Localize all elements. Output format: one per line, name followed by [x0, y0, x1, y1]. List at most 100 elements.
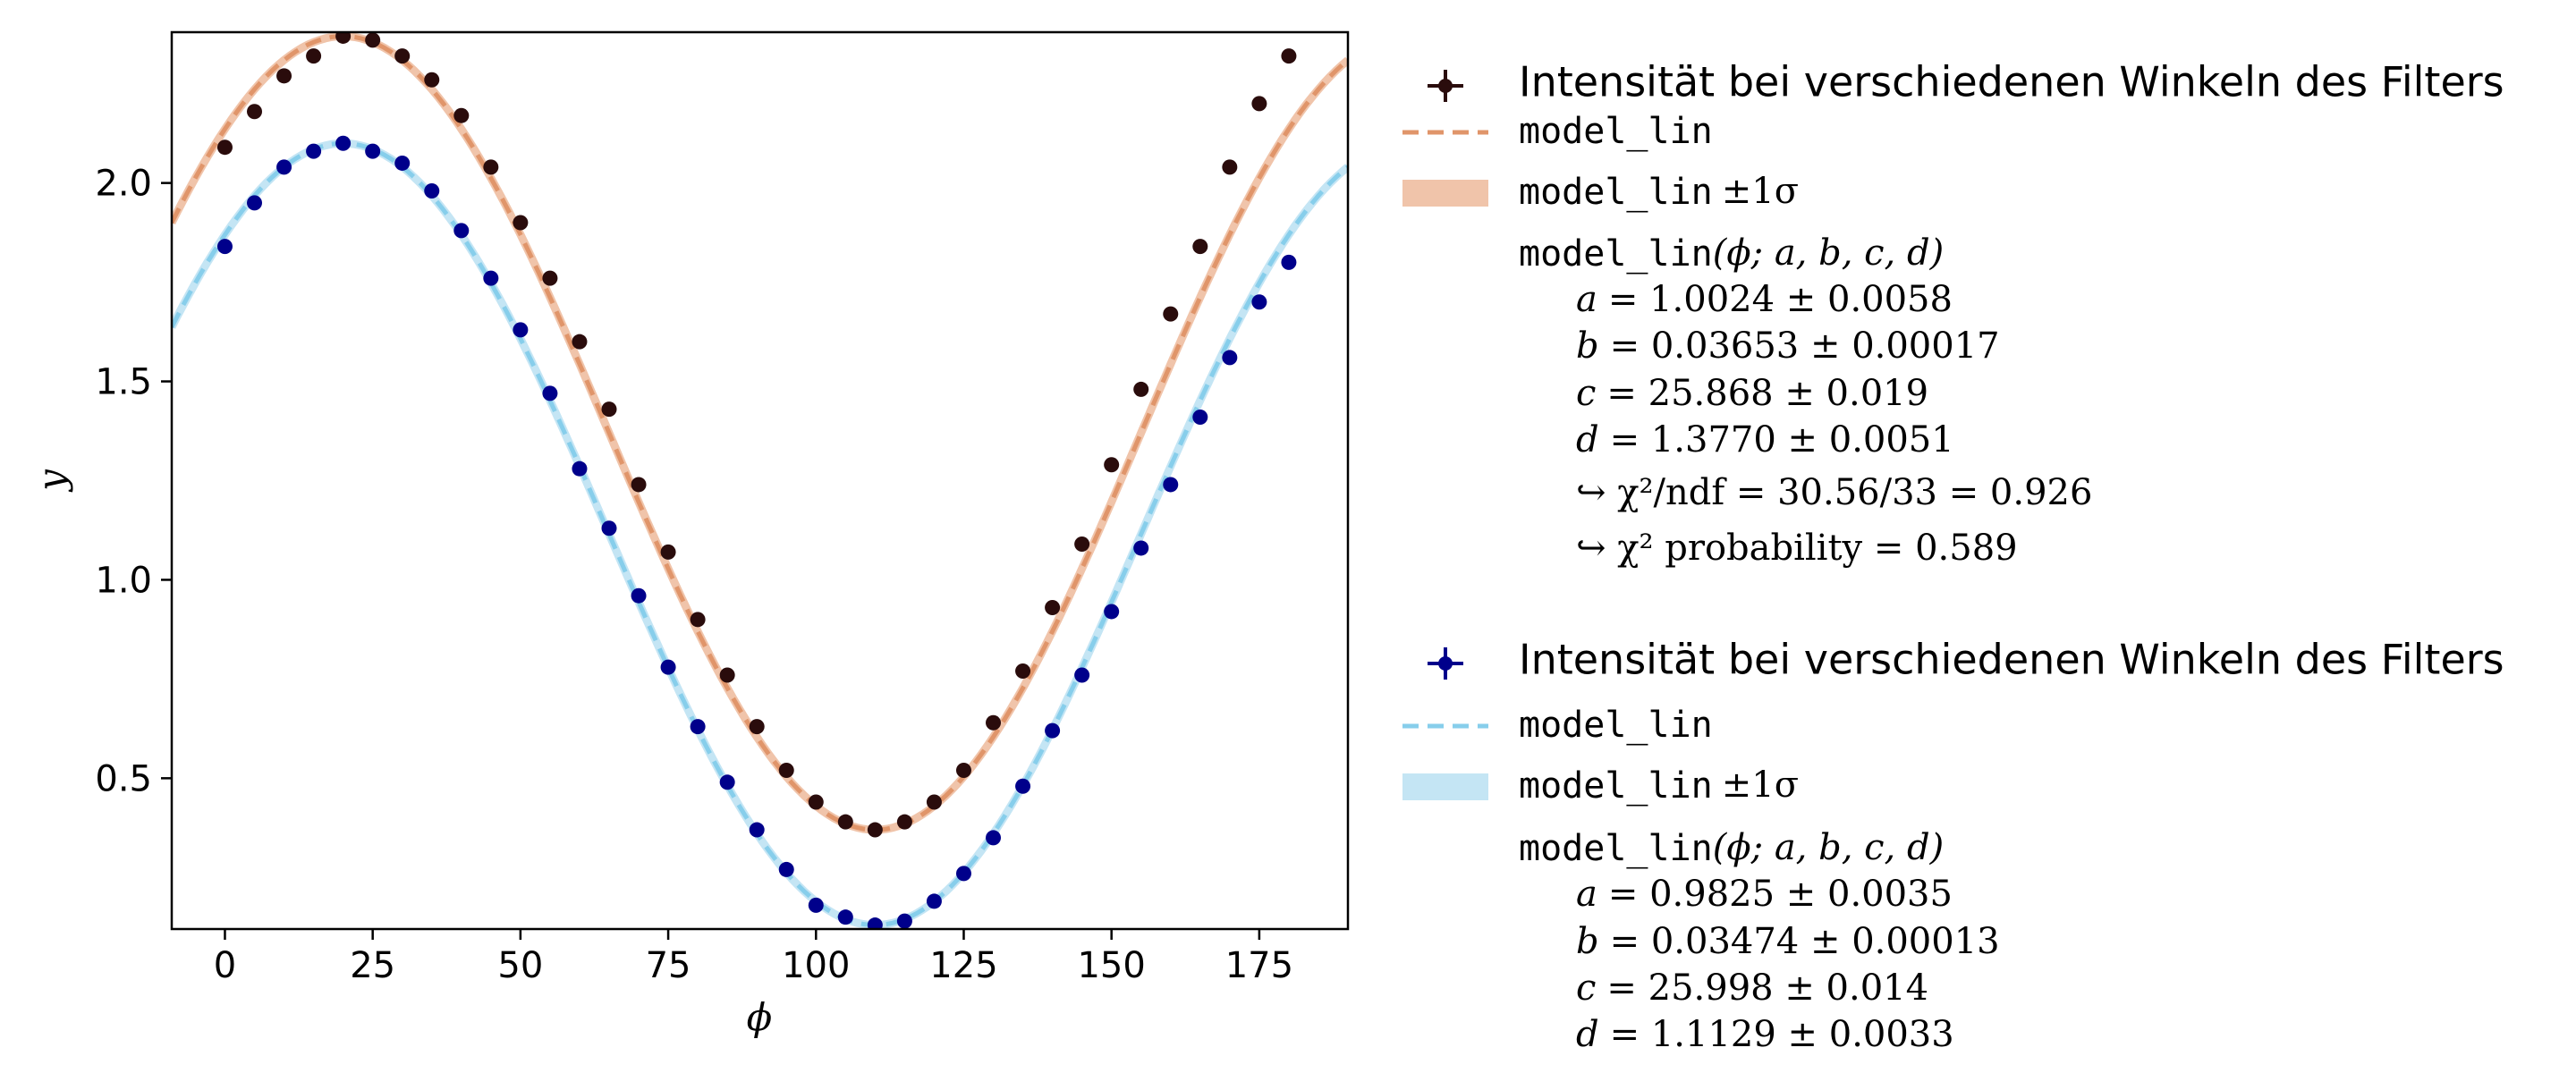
data-point-series-2 — [1015, 778, 1031, 794]
data-point-series-2 — [986, 830, 1002, 846]
legend-band-icon — [1402, 180, 1488, 207]
data-point-series-1 — [867, 822, 883, 838]
data-point-series-1 — [542, 270, 558, 286]
data-point-series-2 — [660, 659, 676, 675]
data-point-series-1 — [276, 68, 292, 84]
x-tick-label: 25 — [350, 945, 395, 986]
legend-marker-icon — [1428, 70, 1463, 102]
data-point-series-1 — [365, 32, 381, 48]
data-point-series-2 — [1104, 604, 1120, 620]
data-point-series-2 — [424, 183, 440, 199]
data-point-series-2 — [394, 155, 411, 171]
data-point-series-2 — [955, 866, 971, 882]
legend-marker-icon — [1428, 647, 1463, 680]
data-point-series-2 — [867, 917, 883, 929]
data-point-series-2 — [1163, 477, 1179, 493]
data-point-series-1 — [986, 714, 1002, 731]
legend-formula: model_lin(ϕ; a, b, c, d) — [1519, 232, 1944, 275]
fit-line-2 — [172, 140, 1348, 928]
data-point-series-1 — [513, 215, 529, 231]
legend-data-label: Intensität bei verschiedenen Winkeln des… — [1519, 636, 2504, 684]
data-point-series-2 — [1074, 667, 1090, 683]
data-point-series-1 — [1192, 239, 1208, 255]
legend-band-label: model_lin ±1σ — [1519, 171, 1799, 213]
x-tick-label: 175 — [1225, 945, 1293, 986]
data-point-series-1 — [926, 794, 942, 810]
data-point-series-2 — [335, 135, 352, 151]
data-point-series-2 — [778, 861, 794, 877]
x-tick-label: 75 — [646, 945, 691, 986]
data-point-series-1 — [1281, 48, 1297, 64]
data-point-series-1 — [690, 612, 706, 628]
y-tick-label: 1.5 — [95, 362, 152, 403]
data-point-series-2 — [542, 385, 558, 401]
data-point-series-1 — [394, 48, 411, 64]
legend-fit-label: model_lin — [1519, 111, 1713, 152]
legend-param-d: d = 1.1129 ± 0.0033 — [1576, 1014, 1954, 1055]
data-point-series-1 — [778, 762, 794, 778]
data-point-series-2 — [483, 270, 499, 286]
x-tick-label: 0 — [214, 945, 236, 986]
data-point-series-1 — [306, 48, 322, 64]
legend-param-a: a = 0.9825 ± 0.0035 — [1576, 874, 1953, 915]
data-point-series-2 — [631, 587, 647, 604]
data-point-series-2 — [572, 460, 588, 477]
y-tick-label: 0.5 — [95, 758, 152, 799]
data-point-series-2 — [1045, 722, 1061, 739]
data-point-series-2 — [513, 322, 529, 338]
data-point-series-1 — [1251, 96, 1267, 112]
x-tick-label: 150 — [1077, 945, 1145, 986]
data-point-series-1 — [335, 32, 352, 44]
data-point-series-1 — [1133, 381, 1149, 397]
data-point-series-1 — [453, 107, 470, 123]
data-point-series-2 — [896, 913, 912, 929]
axes-frame — [170, 30, 1350, 931]
data-point-series-1 — [1104, 457, 1120, 473]
data-point-series-1 — [660, 544, 676, 560]
data-point-series-1 — [719, 667, 735, 683]
x-tick-label: 100 — [782, 945, 850, 986]
data-point-series-1 — [1222, 159, 1238, 175]
legend-param-b: b = 0.03474 ± 0.00013 — [1576, 921, 2000, 962]
legend-group-2: Intensität bei verschiedenen Winkeln des… — [1402, 636, 2504, 1055]
y-tick-label: 1.0 — [95, 560, 152, 601]
data-point-series-1 — [749, 719, 765, 735]
data-point-series-2 — [306, 143, 322, 159]
data-point-series-1 — [483, 159, 499, 175]
data-point-series-2 — [719, 774, 735, 790]
x-tick-label: 50 — [497, 945, 543, 986]
data-point-series-2 — [1281, 254, 1297, 270]
fit-line-1 — [172, 33, 1348, 832]
data-point-series-2 — [1192, 409, 1208, 425]
x-axis-label: ϕ — [747, 995, 773, 1039]
data-point-series-2 — [690, 719, 706, 735]
data-point-series-1 — [601, 401, 617, 418]
data-point-series-2 — [216, 239, 233, 255]
legend-param-c: c = 25.998 ± 0.014 — [1576, 967, 1928, 1009]
data-point-series-2 — [1251, 294, 1267, 310]
data-point-series-2 — [276, 159, 292, 175]
data-point-series-2 — [837, 909, 853, 925]
data-point-series-1 — [1015, 663, 1031, 680]
fit-band-1 — [172, 32, 1348, 834]
legend-formula: model_lin(ϕ; a, b, c, d) — [1519, 827, 1944, 869]
data-points — [216, 32, 1297, 929]
legend-group-1: Intensität bei verschiedenen Winkeln des… — [1402, 58, 2504, 569]
y-tick-label: 2.0 — [95, 164, 152, 205]
data-point-series-2 — [601, 520, 617, 536]
data-point-series-2 — [749, 822, 765, 838]
data-point-series-1 — [631, 477, 647, 493]
data-point-series-2 — [808, 897, 824, 913]
data-point-series-1 — [572, 334, 588, 350]
data-point-series-2 — [247, 195, 263, 211]
data-point-series-1 — [216, 139, 233, 156]
y-axis-ticks: 0.5 1.0 1.5 2.0 — [95, 164, 172, 799]
data-point-series-2 — [1133, 540, 1149, 556]
legend-data-label: Intensität bei verschiedenen Winkeln des… — [1519, 58, 2504, 106]
data-point-series-1 — [1045, 600, 1061, 616]
data-point-series-1 — [247, 104, 263, 120]
fit-band-2 — [172, 139, 1348, 929]
legend-param-d: d = 1.3770 ± 0.0051 — [1576, 419, 1954, 460]
data-point-series-1 — [837, 814, 853, 830]
